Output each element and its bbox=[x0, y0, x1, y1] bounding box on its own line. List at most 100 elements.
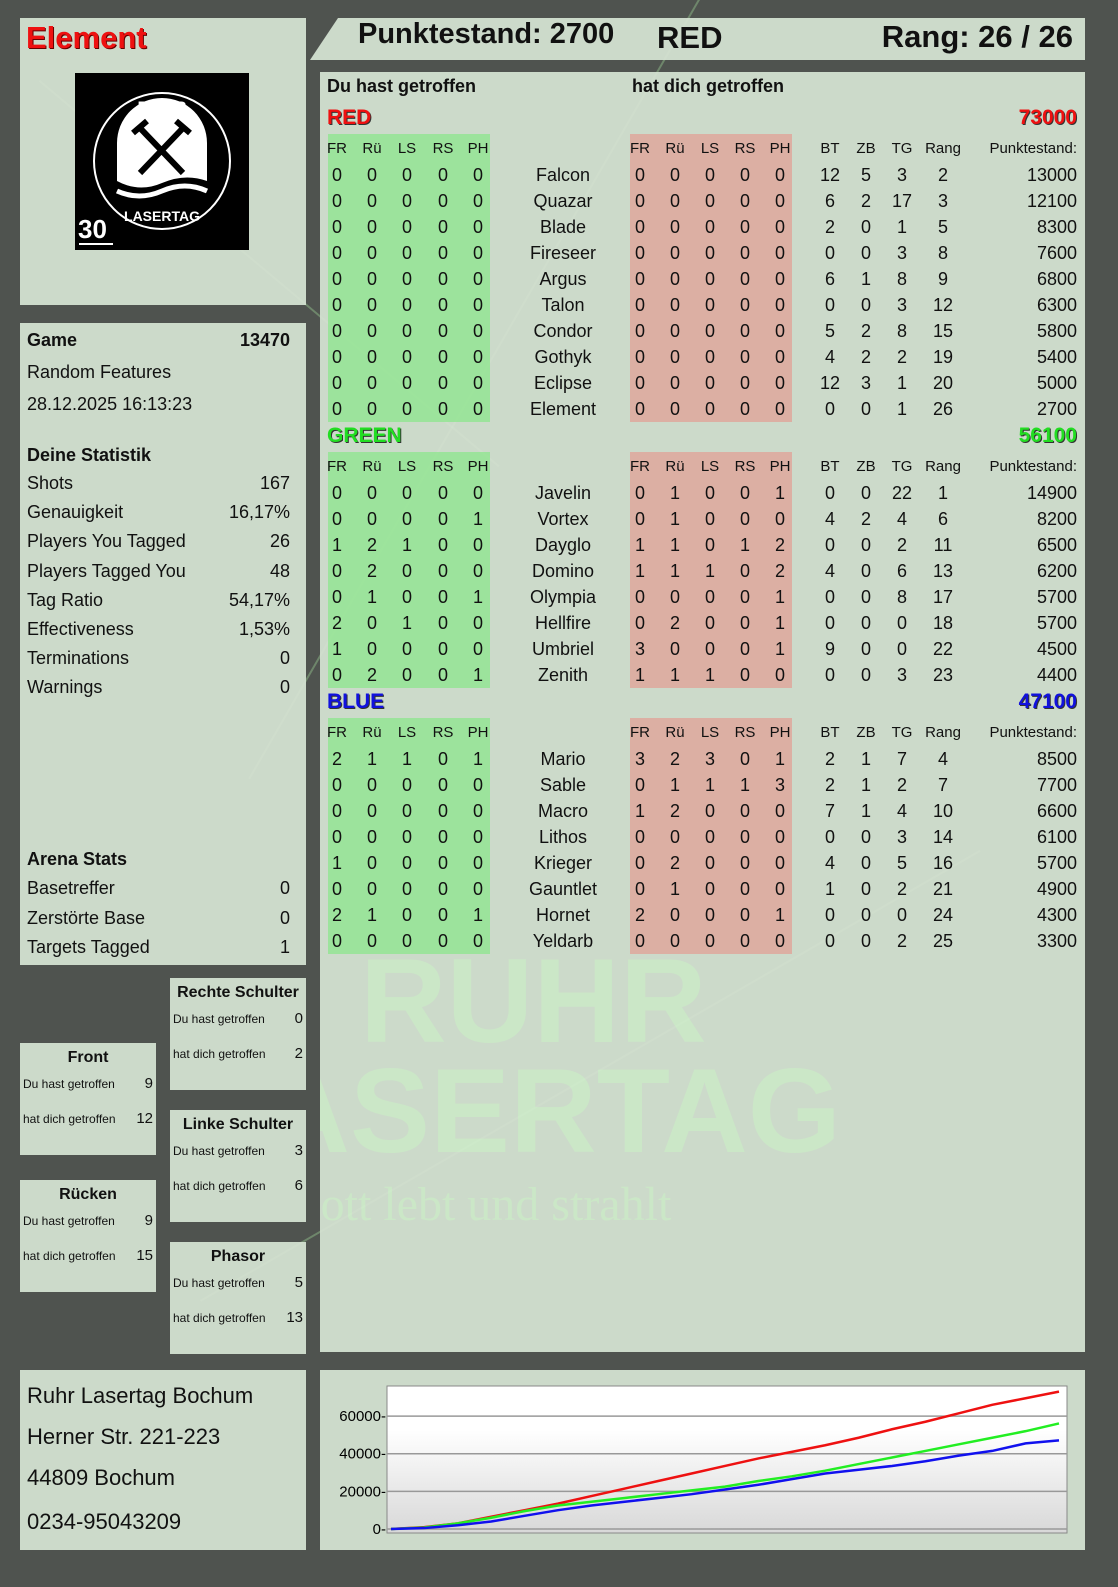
hit-you-cell: 0 bbox=[739, 269, 750, 289]
you-hit-cell: 0 bbox=[401, 665, 412, 685]
score-chart: 0- 20000- 40000- 60000- bbox=[339, 1385, 1068, 1538]
player-row: 0 0 0 0 0 Eclipse 0 0 0 0 0 12 3 1 20 5000 bbox=[320, 370, 1085, 396]
player-score: 6300 bbox=[1036, 295, 1077, 315]
you-hit-cell: 0 bbox=[437, 827, 448, 847]
you-hit-cell: 0 bbox=[401, 217, 412, 237]
stat-cell-zb: 0 bbox=[860, 483, 871, 503]
you-hit-cell: 0 bbox=[366, 639, 377, 659]
stat-cell-zb: 0 bbox=[860, 665, 871, 685]
player-row: 0 0 0 0 0 Sable 0 1 1 1 3 2 1 2 7 7700 bbox=[320, 772, 1085, 798]
stat-row: Genauigkeit 16,17% bbox=[27, 499, 290, 525]
hit-you-cell: 0 bbox=[669, 347, 680, 367]
stat-cell-zb: 0 bbox=[860, 535, 871, 555]
label: Du hast getroffen bbox=[173, 1144, 265, 1158]
player-score: 5400 bbox=[1036, 347, 1077, 367]
team-total: 73000 bbox=[1018, 106, 1077, 129]
column-header: Rang bbox=[925, 458, 961, 475]
column-header: Rang bbox=[925, 724, 961, 741]
stat-row: Warnings 0 bbox=[27, 674, 290, 700]
player-score: 5000 bbox=[1036, 373, 1077, 393]
you-hit-cell: 0 bbox=[366, 399, 377, 419]
hit-you-cell: 0 bbox=[669, 165, 680, 185]
column-header: FR bbox=[327, 724, 347, 741]
column-header: BT bbox=[820, 458, 840, 475]
hit-you-highlight bbox=[630, 134, 792, 422]
arena-label: Zerstörte Base bbox=[27, 907, 146, 928]
stat-cell-bt: 0 bbox=[824, 483, 835, 503]
column-header: FR bbox=[327, 458, 347, 475]
stat-cell-zb: 0 bbox=[860, 853, 871, 873]
stats-panel: Game 13470 Random Features 28.12.2025 16:… bbox=[20, 323, 306, 965]
stat-cell-bt: 2 bbox=[824, 217, 835, 237]
stat-cell-bt: 9 bbox=[824, 639, 835, 659]
column-header: RS bbox=[734, 724, 756, 741]
stat-value: 26 bbox=[269, 531, 290, 552]
hit-you-cell: 0 bbox=[704, 165, 715, 185]
you-hit-cell: 0 bbox=[331, 399, 342, 419]
column-header: TG bbox=[891, 140, 913, 157]
player-name: Talon bbox=[541, 295, 585, 315]
hit-you-cell: 0 bbox=[774, 665, 785, 685]
hit-you-cell: 0 bbox=[739, 321, 750, 341]
hitbox-title: Rücken bbox=[59, 1186, 117, 1203]
series-line-1 bbox=[390, 1422, 1060, 1531]
player-name: Lithos bbox=[538, 827, 588, 847]
hitbox-linke-schulter: Linke Schulter Du hast getroffen 3 hat dich… bbox=[170, 1110, 306, 1222]
address-city: 44809 Bochum bbox=[27, 1465, 175, 1490]
stat-cell-tg: 1 bbox=[896, 373, 907, 393]
stat-cell-rank: 3 bbox=[937, 191, 948, 211]
player-row: 0 0 0 0 0 Condor 0 0 0 0 0 5 2 8 15 5800 bbox=[320, 318, 1085, 344]
scoreboard-panel: RUHR LASERTAG Der Pott lebt und strahlt … bbox=[320, 72, 1085, 1352]
column-header: FR bbox=[630, 458, 650, 475]
hit-you-cell: 0 bbox=[739, 801, 750, 821]
column-header: Punktestand: bbox=[989, 458, 1077, 475]
player-row: 1 0 0 0 0 Umbriel 3 0 0 0 1 9 0 0 22 4500 bbox=[320, 636, 1085, 662]
address-street: Herner Str. 221-223 bbox=[27, 1424, 221, 1449]
hit-you-cell: 1 bbox=[634, 535, 645, 555]
player-row: 0 0 0 0 0 Lithos 0 0 0 0 0 0 0 3 14 6100 bbox=[320, 824, 1085, 850]
stat-cell-zb: 0 bbox=[860, 295, 871, 315]
stat-label: Players You Tagged bbox=[27, 531, 186, 552]
stat-cell-bt: 0 bbox=[824, 243, 835, 263]
you-hit-cell: 0 bbox=[437, 191, 448, 211]
player-score: 5700 bbox=[1036, 587, 1077, 607]
player-row: 0 0 0 0 0 Gauntlet 0 1 0 0 0 1 0 2 21 4900 bbox=[320, 876, 1085, 902]
player-name: Gothyk bbox=[534, 347, 592, 367]
hit-you-cell: 0 bbox=[774, 827, 785, 847]
hit-you-cell: 1 bbox=[704, 561, 715, 581]
hit-you-cell: 0 bbox=[704, 269, 715, 289]
player-score: 8300 bbox=[1036, 217, 1077, 237]
you-hit-cell: 0 bbox=[366, 243, 377, 263]
column-header: RS bbox=[432, 458, 454, 475]
hit-you-cell: 1 bbox=[704, 775, 715, 795]
value: 5 bbox=[294, 1274, 303, 1291]
value: 9 bbox=[144, 1212, 153, 1229]
svg-text:LASERTAG: LASERTAG bbox=[124, 208, 200, 224]
you-hit-cell: 0 bbox=[437, 165, 448, 185]
player-score: 3300 bbox=[1036, 931, 1077, 951]
column-header: PH bbox=[769, 140, 791, 157]
player-row: 0 0 0 0 1 Vortex 0 1 0 0 0 4 2 4 6 8200 bbox=[320, 506, 1085, 532]
hit-you-cell: 1 bbox=[634, 801, 645, 821]
stat-cell-tg: 1 bbox=[896, 399, 907, 419]
hit-you-cell: 1 bbox=[669, 509, 680, 529]
stat-cell-tg: 3 bbox=[896, 243, 907, 263]
game-row: Game 13470 bbox=[27, 327, 290, 353]
player-name: Olympia bbox=[529, 587, 596, 607]
column-header: LS bbox=[397, 458, 417, 475]
column-header: LS bbox=[397, 140, 417, 157]
hit-you-cell: 1 bbox=[774, 483, 785, 503]
stat-cell-rank: 17 bbox=[932, 587, 954, 607]
player-score: 4900 bbox=[1036, 879, 1077, 899]
stat-cell-bt: 12 bbox=[819, 165, 841, 185]
arena-label: Targets Tagged bbox=[27, 937, 150, 957]
you-hit-cell: 0 bbox=[472, 165, 483, 185]
you-hit-cell: 0 bbox=[366, 879, 377, 899]
stat-label: Players Tagged You bbox=[27, 560, 186, 581]
stat-label: Effectiveness bbox=[27, 619, 134, 639]
hit-you-cell: 0 bbox=[739, 509, 750, 529]
you-hit-cell: 1 bbox=[366, 587, 377, 607]
hit-you-cell: 2 bbox=[634, 905, 645, 925]
player-score: 6200 bbox=[1036, 561, 1077, 581]
player-name: Krieger bbox=[533, 853, 593, 873]
